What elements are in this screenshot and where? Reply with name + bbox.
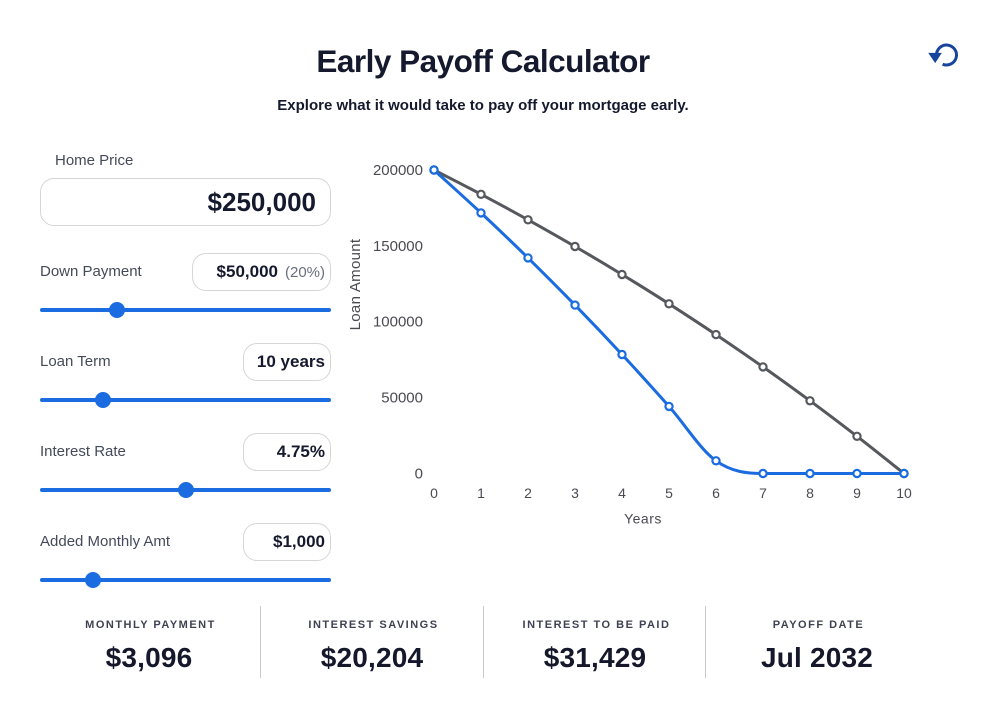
svg-text:0: 0 <box>430 485 438 501</box>
svg-text:200000: 200000 <box>373 162 423 179</box>
svg-text:10: 10 <box>896 485 912 501</box>
svg-text:Years: Years <box>624 511 662 527</box>
svg-text:9: 9 <box>853 485 861 501</box>
svg-text:50000: 50000 <box>381 390 423 407</box>
svg-text:3: 3 <box>571 485 579 501</box>
svg-text:1: 1 <box>477 485 485 501</box>
svg-text:6: 6 <box>712 485 720 501</box>
svg-text:150000: 150000 <box>373 238 423 255</box>
svg-text:0: 0 <box>415 466 423 483</box>
svg-text:2: 2 <box>524 485 532 501</box>
svg-text:7: 7 <box>759 485 767 501</box>
svg-text:100000: 100000 <box>373 314 423 331</box>
svg-text:5: 5 <box>665 485 673 501</box>
svg-text:Loan Amount: Loan Amount <box>347 238 364 330</box>
svg-text:8: 8 <box>806 485 814 501</box>
svg-text:4: 4 <box>618 485 626 501</box>
